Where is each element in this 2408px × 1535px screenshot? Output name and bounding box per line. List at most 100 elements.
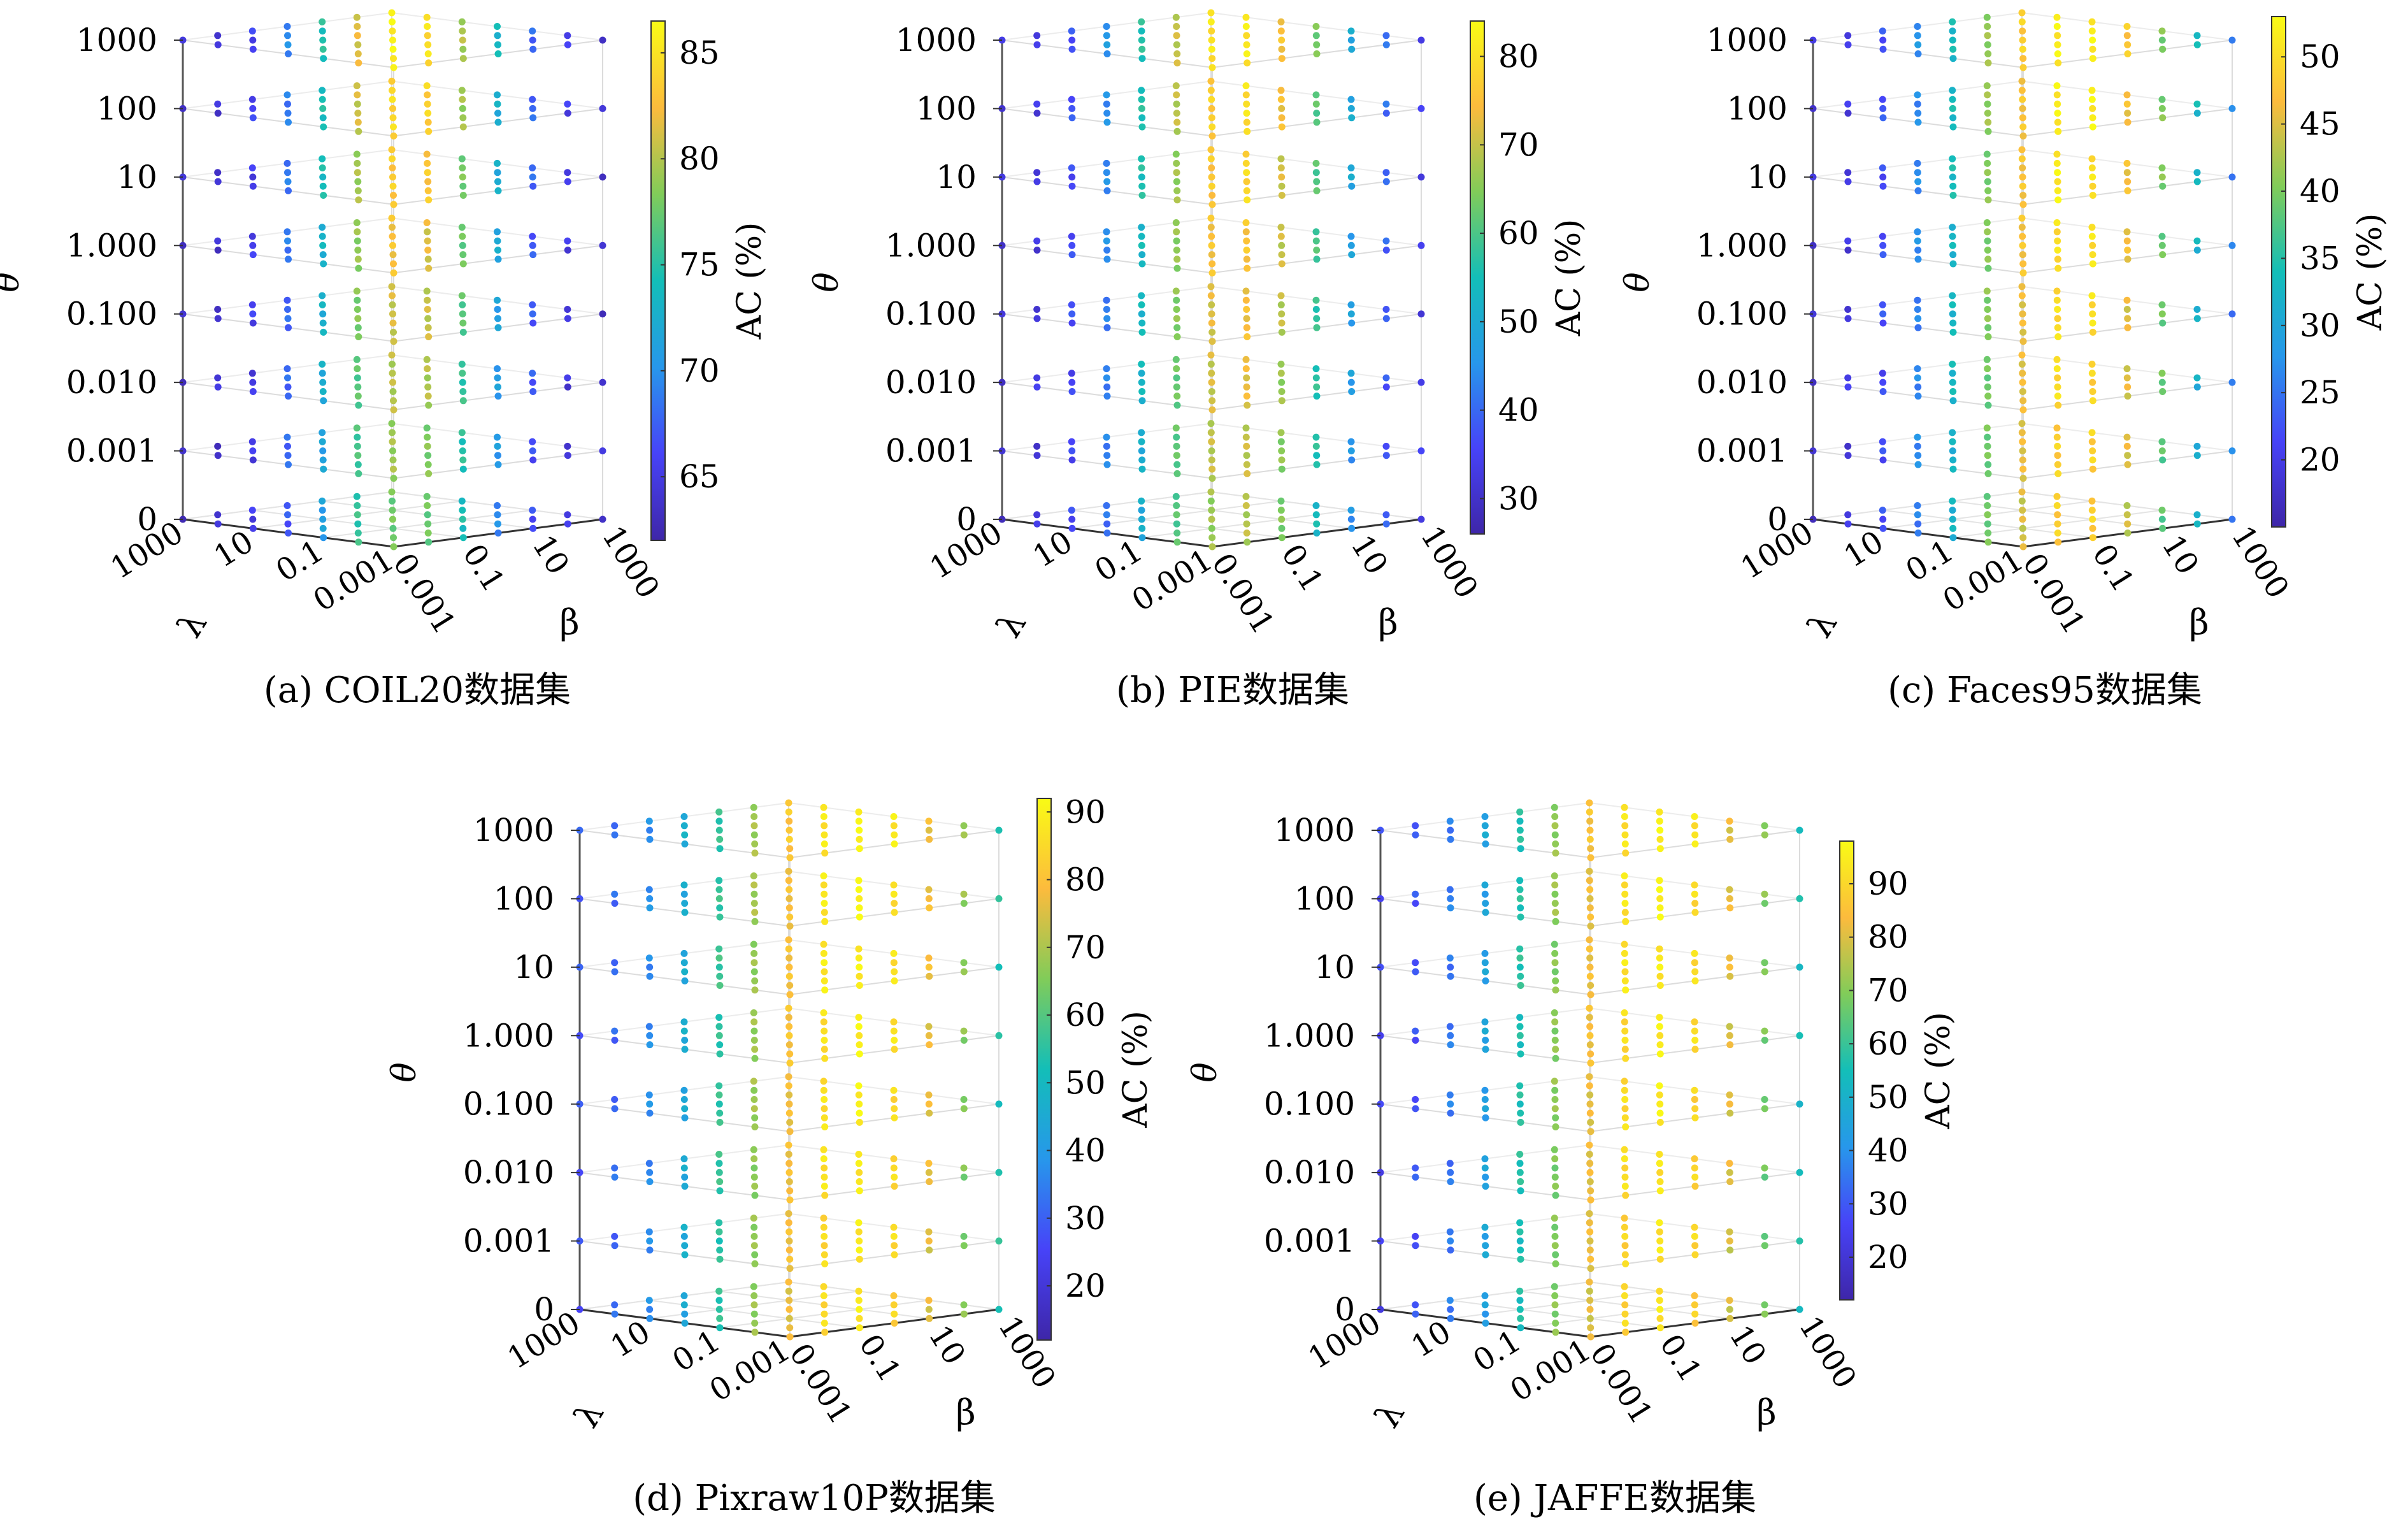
data-point xyxy=(960,1232,968,1240)
data-point xyxy=(1516,1100,1524,1108)
theta-tick-label: 0 xyxy=(137,501,157,538)
data-point xyxy=(646,1306,654,1313)
colorbar-tick-label: 20 xyxy=(1868,1239,1909,1276)
data-point xyxy=(2019,104,2026,112)
data-point xyxy=(1551,1096,1559,1103)
data-point xyxy=(680,822,688,830)
data-point xyxy=(1949,515,1956,523)
data-point xyxy=(1068,456,1076,464)
beta-tick-label: 10 xyxy=(2154,529,2205,580)
data-point xyxy=(319,241,327,249)
data-point xyxy=(1621,890,1629,898)
data-point xyxy=(1656,1228,1663,1236)
data-point xyxy=(1984,452,1991,459)
data-point xyxy=(1914,452,1922,459)
data-point xyxy=(2158,104,2166,112)
data-point xyxy=(715,1306,723,1313)
data-point xyxy=(1691,1086,1698,1094)
data-point xyxy=(1033,247,1041,254)
data-point xyxy=(2053,296,2061,304)
data-point xyxy=(1586,945,1593,953)
data-point xyxy=(1984,383,1991,391)
data-point xyxy=(354,23,361,30)
data-point xyxy=(1551,890,1559,898)
data-point xyxy=(1551,831,1559,839)
data-point xyxy=(388,146,396,154)
beta-tick-label: 10 xyxy=(1344,529,1394,580)
data-point xyxy=(390,192,397,199)
data-point xyxy=(1207,214,1215,222)
data-point xyxy=(1587,854,1595,861)
data-point xyxy=(750,1146,757,1153)
data-point xyxy=(459,378,466,386)
data-point xyxy=(529,319,537,327)
data-point xyxy=(354,365,361,373)
data-point xyxy=(319,224,326,231)
data-point xyxy=(248,507,256,514)
data-point xyxy=(1656,1118,1664,1126)
data-point xyxy=(1586,1014,1593,1021)
data-point xyxy=(925,886,933,893)
data-point xyxy=(1447,1041,1454,1049)
data-point xyxy=(2054,315,2061,322)
data-point xyxy=(1208,27,1215,35)
data-point xyxy=(2088,27,2096,35)
data-point xyxy=(856,845,863,853)
data-point xyxy=(459,319,467,327)
data-point xyxy=(1138,36,1145,44)
data-point xyxy=(611,959,619,967)
data-point xyxy=(1551,1155,1559,1163)
data-point xyxy=(249,241,257,249)
data-point xyxy=(995,895,1003,902)
data-point xyxy=(1726,895,1733,902)
data-point xyxy=(1242,13,1250,21)
data-point xyxy=(1656,1169,1664,1176)
data-point xyxy=(459,173,466,181)
data-point xyxy=(1481,1223,1489,1231)
data-point xyxy=(750,1310,758,1318)
data-point xyxy=(750,1105,758,1113)
data-point xyxy=(1517,913,1524,921)
data-point xyxy=(995,1100,1003,1108)
data-point xyxy=(1914,23,1921,30)
data-point xyxy=(1879,438,1886,445)
data-point xyxy=(1173,237,1180,245)
theta-tick-label: 0.010 xyxy=(1264,1154,1355,1191)
data-point xyxy=(1138,361,1145,368)
data-point xyxy=(2228,241,2236,249)
subplot-0: 00.0010.0100.1001.000101001000θ1000100.1… xyxy=(0,9,769,711)
data-point xyxy=(1551,940,1558,948)
data-point xyxy=(1949,388,1957,395)
data-point xyxy=(564,110,571,117)
data-point xyxy=(1033,306,1041,313)
theta-tick-label: 100 xyxy=(1727,90,1788,127)
data-point xyxy=(355,59,362,67)
data-point xyxy=(646,1315,654,1322)
data-point xyxy=(2019,328,2027,336)
data-point xyxy=(249,447,257,455)
data-point xyxy=(389,292,396,299)
data-point xyxy=(1312,23,1320,30)
data-point xyxy=(1984,159,1991,167)
data-point xyxy=(1656,1287,1663,1295)
data-point xyxy=(1691,1320,1699,1327)
data-point xyxy=(1983,424,1991,432)
data-point xyxy=(1761,1232,1768,1240)
data-point xyxy=(750,813,758,820)
data-point xyxy=(1277,18,1285,25)
data-point xyxy=(786,1333,794,1341)
data-point xyxy=(1068,251,1076,259)
colorbar-tick-label: 30 xyxy=(1868,1185,1909,1222)
data-point xyxy=(785,955,793,962)
data-point xyxy=(1138,224,1145,231)
data-point xyxy=(1312,306,1320,313)
data-point xyxy=(2089,534,2096,542)
data-point xyxy=(248,96,256,103)
data-point xyxy=(1068,301,1075,308)
data-point xyxy=(681,1114,689,1121)
data-point xyxy=(820,1018,828,1026)
data-point xyxy=(494,393,502,400)
data-point xyxy=(1761,890,1768,898)
data-point xyxy=(785,1315,793,1322)
